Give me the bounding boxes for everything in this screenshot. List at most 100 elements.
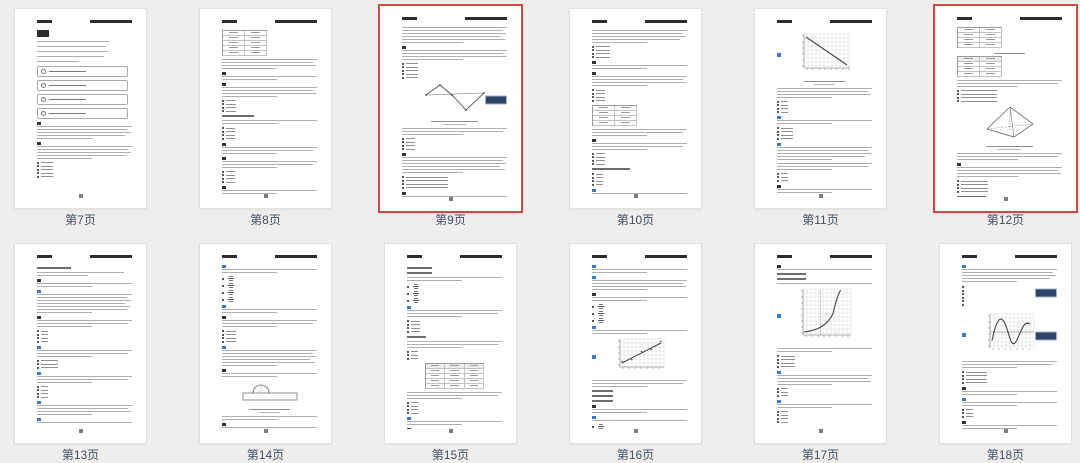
page-thumbnail[interactable] bbox=[569, 243, 702, 444]
text-line bbox=[37, 405, 132, 406]
question-marker bbox=[402, 45, 406, 49]
page-thumbnail[interactable] bbox=[754, 7, 887, 209]
answer-choice-row bbox=[402, 141, 507, 143]
answer-choice-row bbox=[777, 358, 872, 361]
choice-text bbox=[596, 177, 603, 178]
choice-letter bbox=[222, 174, 224, 176]
text-line bbox=[402, 160, 503, 161]
text-line bbox=[962, 401, 1057, 403]
choice-letter bbox=[777, 176, 779, 178]
text-line bbox=[407, 391, 502, 393]
page-thumbnail[interactable] bbox=[384, 243, 517, 444]
choice-letter bbox=[402, 69, 404, 72]
figure-chart-exp bbox=[797, 287, 853, 346]
choice-letter bbox=[962, 408, 964, 411]
choice-letter bbox=[592, 312, 594, 315]
page-thumbnail-selected[interactable] bbox=[933, 3, 1078, 213]
answer-choices bbox=[777, 100, 872, 113]
paragraph bbox=[592, 380, 687, 387]
answer-choice-row bbox=[37, 172, 132, 174]
answer-option-box[interactable] bbox=[37, 79, 129, 91]
paragraph bbox=[592, 416, 687, 421]
answer-choice-row bbox=[962, 408, 1057, 411]
choice-letter bbox=[777, 107, 779, 110]
choice-letter bbox=[222, 291, 224, 294]
page-thumbnail[interactable] bbox=[14, 243, 147, 444]
table-cell-value bbox=[469, 375, 479, 376]
table-cell bbox=[980, 61, 1003, 67]
paragraph bbox=[777, 116, 872, 124]
page-header bbox=[222, 19, 317, 23]
paragraph bbox=[957, 153, 1062, 160]
answer-choices bbox=[37, 330, 132, 343]
text-line bbox=[957, 79, 1062, 81]
answer-choice-row bbox=[407, 320, 502, 322]
question-marker bbox=[592, 326, 596, 329]
page-body bbox=[962, 265, 1057, 429]
fraction-numerator bbox=[229, 297, 233, 298]
paragraph bbox=[222, 415, 317, 420]
text-line bbox=[592, 380, 687, 381]
answer-choice-row bbox=[957, 96, 1062, 99]
choice-letter bbox=[222, 181, 224, 183]
page-thumbnail[interactable] bbox=[569, 7, 702, 209]
choice-letter bbox=[962, 303, 964, 306]
page-thumbnail[interactable] bbox=[199, 243, 332, 444]
answer-button[interactable] bbox=[485, 95, 507, 105]
answer-option-box[interactable] bbox=[37, 65, 129, 77]
table-cell bbox=[980, 32, 1003, 38]
text-line bbox=[222, 95, 278, 97]
table-cell-value bbox=[598, 107, 609, 108]
text-line bbox=[777, 96, 833, 98]
paragraph bbox=[592, 128, 687, 136]
text-line bbox=[777, 162, 872, 164]
text-line bbox=[777, 188, 872, 190]
page-thumbnail[interactable] bbox=[939, 243, 1072, 444]
choice-letter bbox=[37, 330, 39, 332]
table-cell bbox=[244, 30, 267, 36]
choice-text bbox=[226, 107, 237, 108]
text-line bbox=[222, 312, 278, 313]
chart-row bbox=[777, 287, 872, 346]
choice-text bbox=[596, 160, 605, 161]
table-cell-value bbox=[469, 370, 479, 371]
text-line bbox=[592, 297, 687, 298]
choice-text bbox=[226, 103, 237, 105]
page-number bbox=[1003, 429, 1008, 433]
answer-choice-row bbox=[402, 176, 507, 178]
text-line bbox=[407, 340, 502, 342]
answer-button[interactable] bbox=[1035, 288, 1057, 297]
text-line bbox=[592, 269, 687, 270]
choice-text bbox=[781, 362, 796, 364]
choice-text bbox=[406, 70, 418, 71]
paragraph bbox=[402, 191, 507, 197]
text-line bbox=[777, 374, 872, 376]
math-line bbox=[592, 168, 630, 170]
page-header bbox=[777, 19, 872, 23]
choice-letter bbox=[37, 389, 39, 391]
text-line bbox=[37, 422, 132, 423]
table-cell-value bbox=[430, 375, 440, 376]
answer-button[interactable] bbox=[1035, 331, 1057, 340]
page-thumbnail[interactable] bbox=[199, 7, 332, 209]
table-cell-value bbox=[469, 365, 479, 366]
table-cell bbox=[223, 50, 245, 56]
page-thumbnail-selected[interactable] bbox=[378, 3, 523, 213]
paragraph bbox=[37, 40, 110, 62]
answer-choice-row bbox=[592, 180, 687, 182]
paragraph bbox=[402, 26, 507, 43]
header-right-text-blot bbox=[645, 19, 687, 23]
answer-option-box[interactable] bbox=[37, 107, 129, 119]
page-label: 第16页 bbox=[616, 448, 655, 462]
text-line bbox=[222, 163, 314, 165]
question-marker bbox=[592, 72, 596, 75]
page-thumbnail[interactable] bbox=[754, 243, 887, 444]
fraction-denominator bbox=[414, 288, 418, 289]
page-thumbnail[interactable] bbox=[14, 7, 147, 209]
page-header bbox=[402, 16, 507, 20]
paragraph bbox=[592, 29, 687, 43]
answer-choice-row bbox=[222, 103, 317, 105]
fraction-glyph bbox=[598, 304, 604, 309]
choice-letter bbox=[222, 333, 224, 336]
answer-option-box[interactable] bbox=[37, 93, 129, 105]
